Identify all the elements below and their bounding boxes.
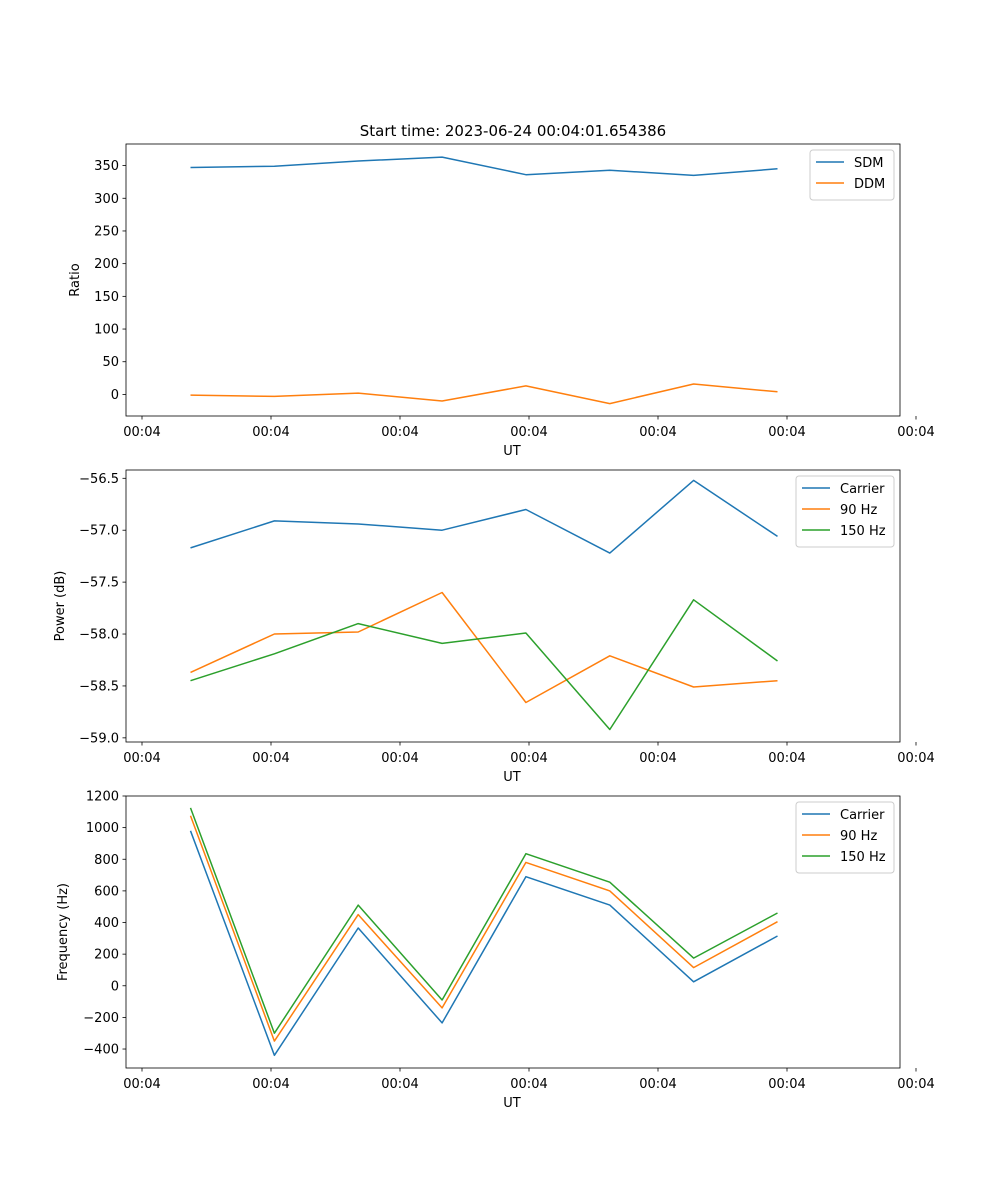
series-line-ddm (190, 383, 778, 405)
y-tick-label: −58.5 (79, 679, 119, 694)
y-tick-label: 200 (94, 948, 119, 963)
x-tick-label: 00:04 (768, 425, 805, 440)
x-axis-label: UT (503, 770, 521, 785)
y-tick-label: −56.5 (79, 472, 119, 487)
y-tick-label: 150 (94, 290, 119, 305)
series-line-150-hz (190, 599, 778, 731)
y-tick-label: 100 (94, 323, 119, 338)
x-tick-label: 00:04 (768, 751, 805, 766)
legend-label: 150 Hz (840, 524, 886, 539)
x-tick-label: 00:04 (639, 751, 676, 766)
legend-label: Carrier (840, 482, 885, 497)
axes-frame (125, 795, 901, 1069)
series-line-150-hz (189, 807, 778, 1034)
x-tick-label: 00:04 (768, 1077, 805, 1092)
subplot-2: 00:04 00:04 00:04 00:04 00:04 00:04 00:04 −59.0… (53, 469, 935, 785)
subplot-1: 00:04 00:04 00:04 00:04 00:04 00:04 00:04 0 50 10… (68, 143, 935, 459)
x-tick-label: 00:04 (123, 425, 160, 440)
y-axis-label: Frequency (Hz) (56, 883, 71, 981)
y-tick-label: 600 (94, 884, 119, 899)
y-tick-label: −57.0 (79, 524, 119, 539)
axes-frame (125, 469, 901, 743)
figure-title: Start time: 2023-06-24 00:04:01.654386 (360, 122, 666, 140)
legend-label: Carrier (840, 808, 885, 823)
x-axis-label: UT (503, 444, 521, 459)
y-axis-label: Power (dB) (53, 571, 68, 642)
x-tick-label: 00:04 (510, 751, 547, 766)
axes-frame (125, 143, 901, 417)
legend: Carrier 90 Hz 150 Hz (795, 475, 895, 548)
y-tick-label: 350 (94, 159, 119, 174)
y-tick-label: −59.0 (79, 731, 119, 746)
subplot-3: 00:04 00:04 00:04 00:04 00:04 00:04 00:04 −400 −… (56, 790, 935, 1112)
legend: SDM DDM (809, 149, 895, 201)
y-tick-label: −58.0 (79, 628, 119, 643)
y-tick-label: 250 (94, 224, 119, 239)
series-line-carrier (189, 830, 778, 1057)
x-tick-label: 00:04 (897, 1077, 934, 1092)
x-tick-label: 00:04 (381, 425, 418, 440)
legend-label: DDM (854, 177, 885, 192)
y-tick-label: −57.5 (79, 576, 119, 591)
y-tick-label: 50 (102, 355, 119, 370)
x-tick-label: 00:04 (123, 751, 160, 766)
y-tick-label: 200 (94, 257, 119, 272)
x-tick-label: 00:04 (381, 751, 418, 766)
y-tick-label: 1000 (86, 821, 119, 836)
x-axis-label: UT (503, 1096, 521, 1111)
x-tick-label: 00:04 (123, 1077, 160, 1092)
y-tick-label: 1200 (86, 790, 119, 805)
x-tick-label: 00:04 (897, 425, 934, 440)
subplots: 00:04 00:04 00:04 00:04 00:04 00:04 00:04 0 50 10… (53, 143, 935, 1112)
y-tick-label: 0 (111, 388, 119, 403)
x-tick-label: 00:04 (639, 1077, 676, 1092)
legend: Carrier 90 Hz 150 Hz (795, 801, 895, 874)
y-tick-label: 0 (111, 979, 119, 994)
series-line-90-hz (189, 815, 778, 1042)
y-tick-label: −400 (83, 1043, 119, 1058)
y-tick-label: −200 (83, 1011, 119, 1026)
x-tick-label: 00:04 (510, 1077, 547, 1092)
y-tick-label: 400 (94, 916, 119, 931)
x-tick-label: 00:04 (381, 1077, 418, 1092)
x-tick-label: 00:04 (639, 425, 676, 440)
x-tick-label: 00:04 (897, 751, 934, 766)
x-tick-label: 00:04 (252, 1077, 289, 1092)
series-line-sdm (190, 156, 778, 177)
legend-label: 90 Hz (840, 829, 877, 844)
x-tick-label: 00:04 (252, 425, 289, 440)
x-tick-label: 00:04 (510, 425, 547, 440)
legend-label: 150 Hz (840, 850, 886, 865)
series-line-90-hz (190, 591, 778, 704)
y-tick-label: 300 (94, 192, 119, 207)
series-line-carrier (190, 479, 778, 554)
y-axis-label: Ratio (68, 263, 83, 296)
legend-label: 90 Hz (840, 503, 877, 518)
y-tick-label: 800 (94, 853, 119, 868)
x-tick-label: 00:04 (252, 751, 289, 766)
legend-label: SDM (854, 156, 883, 171)
